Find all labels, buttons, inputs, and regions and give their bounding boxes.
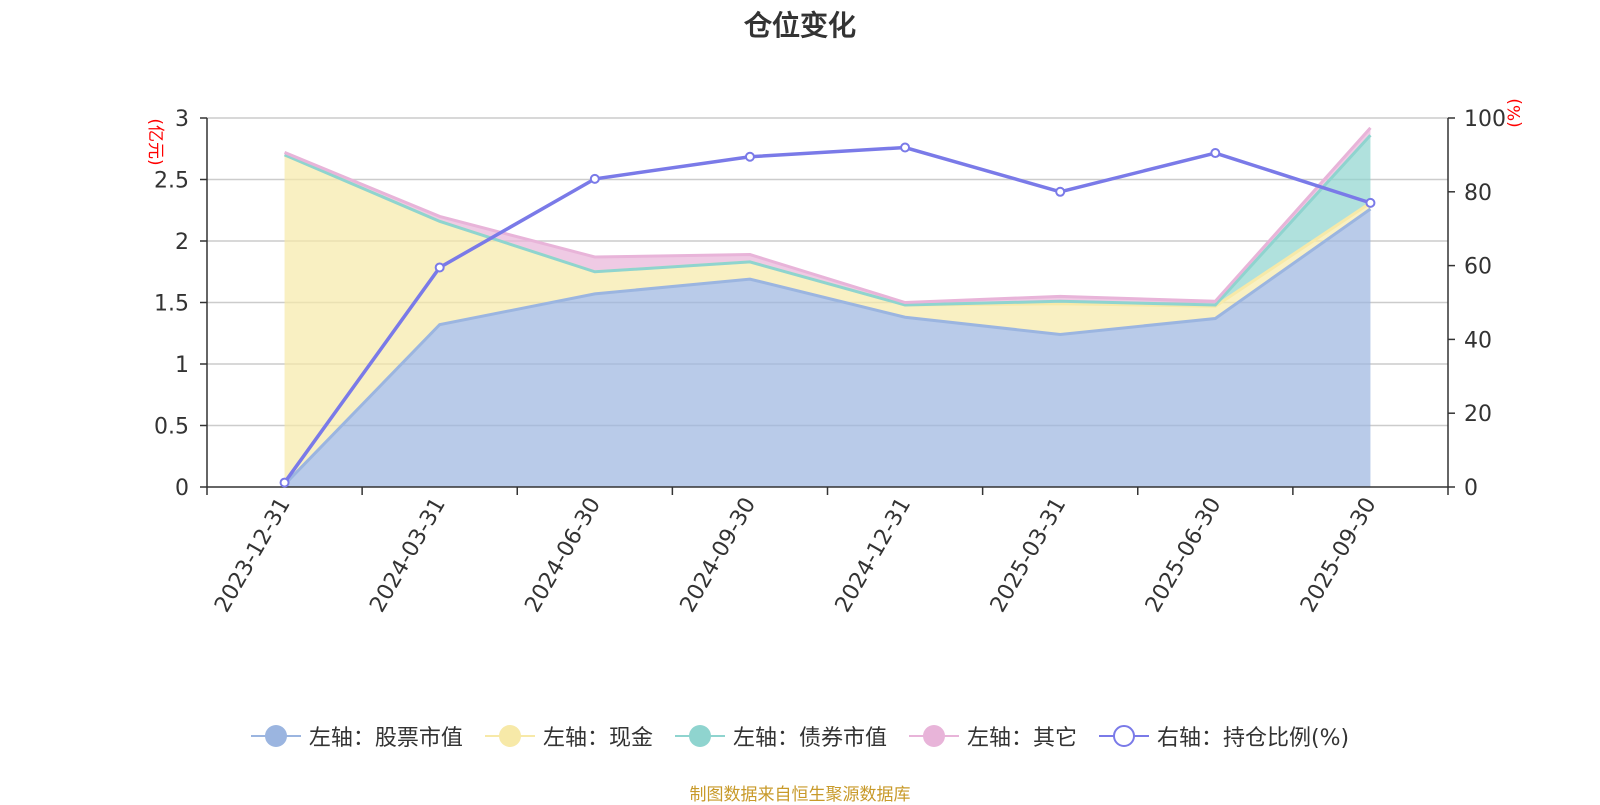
legend-label: 左轴：股票市值 xyxy=(308,726,463,751)
area-series-1 xyxy=(284,209,1371,487)
left-axis-tick-label: 0 xyxy=(175,476,189,501)
right-axis-tick-label: 60 xyxy=(1464,255,1492,280)
legend-item[interactable]: 左轴：其它 xyxy=(908,720,1077,752)
legend-item[interactable]: 右轴：持仓比例(%) xyxy=(1098,720,1350,752)
x-axis-tick-label: 2023-12-31 xyxy=(210,494,296,617)
x-axis-tick-label: 2025-06-30 xyxy=(1141,494,1227,617)
x-axis-tick-label: 2024-09-30 xyxy=(676,494,762,617)
right-axis-tick-label: 80 xyxy=(1464,181,1492,206)
legend-label: 左轴：债券市值 xyxy=(732,726,887,751)
legend-label: 左轴：其它 xyxy=(966,726,1077,751)
left-axis-tick-label: 0.5 xyxy=(154,415,189,440)
legend-label: 左轴：现金 xyxy=(542,726,653,751)
ratio-point xyxy=(434,262,445,273)
legend-marker-icon xyxy=(908,725,959,747)
legend-item[interactable]: 左轴：股票市值 xyxy=(250,720,463,752)
chart-legend: 左轴：股票市值 左轴：现金 左轴：债券市值 左轴：其它 右轴：持仓比例(%) xyxy=(0,720,1600,752)
legend-item[interactable]: 左轴：债券市值 xyxy=(674,720,887,752)
left-axis-unit: (亿元) xyxy=(145,118,165,165)
ratio-line xyxy=(283,145,1371,484)
chart-title: 仓位变化 xyxy=(743,9,856,42)
left-axis-tick-label: 1 xyxy=(175,353,189,378)
legend-item[interactable]: 左轴：现金 xyxy=(484,720,653,752)
ratio-point xyxy=(279,477,290,488)
legend-marker-icon xyxy=(250,725,301,747)
right-axis-tick-label: 40 xyxy=(1464,328,1492,353)
ratio-point xyxy=(589,173,600,184)
x-axis-tick-label: 2024-12-31 xyxy=(831,494,917,617)
legend-label: 右轴：持仓比例(%) xyxy=(1156,726,1350,751)
left-axis-tick-label: 1.5 xyxy=(154,292,189,317)
x-axis-tick-label: 2025-09-30 xyxy=(1296,494,1382,617)
ratio-point xyxy=(1365,197,1376,208)
area-edge-series-3 xyxy=(283,134,1372,307)
x-axis-tick-label: 2024-03-31 xyxy=(365,494,451,617)
x-axis-tick-label: 2024-06-30 xyxy=(520,494,606,617)
right-axis-tick-label: 0 xyxy=(1464,476,1478,501)
data-source-note: 制图数据来自恒生聚源数据库 xyxy=(689,785,911,805)
right-axis-tick-label: 100 xyxy=(1464,107,1506,132)
right-axis-tick-label: 20 xyxy=(1464,402,1492,427)
ratio-point xyxy=(1210,148,1221,159)
left-axis-tick-label: 3 xyxy=(175,107,189,132)
left-axis-tick-label: 2.5 xyxy=(154,169,189,194)
right-axis-unit: (%) xyxy=(1505,98,1525,127)
x-axis-tick-label: 2025-03-31 xyxy=(986,494,1072,617)
left-axis-tick-label: 2 xyxy=(175,230,189,255)
area-series-2 xyxy=(284,154,1371,485)
ratio-point xyxy=(1055,186,1066,197)
area-edge-series-4 xyxy=(283,126,1372,305)
area-edge-series-1 xyxy=(283,207,1372,486)
legend-marker-icon xyxy=(1098,725,1149,747)
ratio-point xyxy=(744,151,755,162)
legend-marker-icon xyxy=(674,725,725,747)
legend-marker-icon xyxy=(484,725,535,747)
ratio-point xyxy=(900,142,911,153)
